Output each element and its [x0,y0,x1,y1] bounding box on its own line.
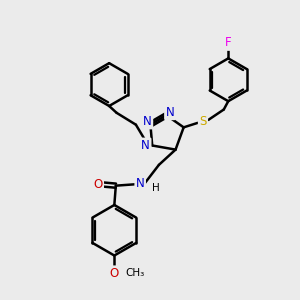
Text: H: H [152,183,160,193]
Text: O: O [110,267,119,280]
Text: N: N [136,177,145,190]
Text: N: N [141,139,150,152]
Text: CH₃: CH₃ [126,268,145,278]
Text: S: S [199,115,207,128]
Text: N: N [166,106,174,119]
Text: O: O [93,178,103,191]
Text: N: N [143,115,152,128]
Text: F: F [225,36,232,50]
